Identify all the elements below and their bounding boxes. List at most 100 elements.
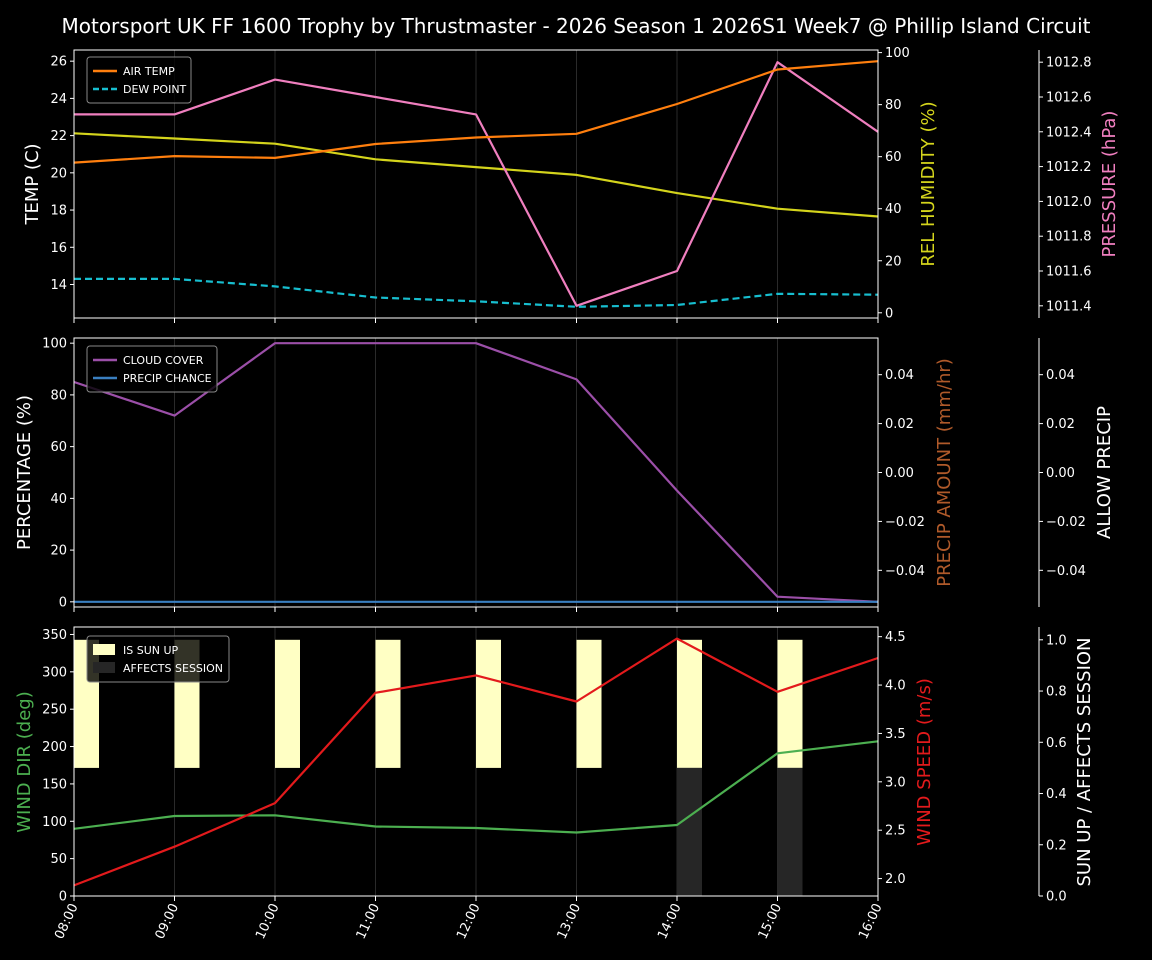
sun-up-bar [275, 639, 300, 768]
temp-legend-box [86, 56, 192, 104]
wind-dir-axis-tick-label: 350 [42, 628, 67, 643]
sun-legend-label: AFFECTS SESSION [123, 662, 223, 675]
cloud-legend-label: CLOUD COVER [123, 354, 204, 367]
pressure-line [74, 61, 879, 307]
humidity-axis-tick-label: 20 [885, 254, 902, 269]
sun-axis-tick-label: 0.4 [1046, 787, 1067, 802]
wind-speed-axis-tick-label: 2.0 [885, 872, 906, 887]
temp-axis-tick-label: 16 [50, 241, 67, 256]
sun-up-bar [576, 639, 602, 768]
cloud-legend-label: PRECIP CHANCE [123, 372, 212, 385]
percentage-axis-label: PERCENTAGE (%) [14, 395, 35, 550]
percentage-axis-tick-label: 60 [50, 440, 67, 455]
precip-amount-axis-tick-label: −0.04 [885, 564, 925, 579]
wind-speed-axis-tick-label: 3.5 [885, 727, 906, 742]
pressure-axis-label: PRESSURE (hPa) [1099, 111, 1120, 258]
rel-humidity-line [73, 132, 879, 218]
sun-legend-label: IS SUN UP [123, 644, 179, 657]
sun-up-bar [476, 639, 501, 768]
wind-dir-axis-tick-label: 50 [50, 852, 67, 867]
precip-amount-axis-tick-label: 0.00 [885, 466, 914, 481]
precip-amount-axis-label: PRECIP AMOUNT (mm/hr) [934, 358, 955, 587]
temp-axis-tick-label: 26 [50, 55, 67, 70]
pressure-axis-tick-label: 1011.6 [1046, 265, 1092, 280]
temp-legend-label: AIR TEMP [123, 65, 175, 78]
dew-point-line [74, 277, 879, 308]
wind-speed-axis-tick-label: 4.0 [885, 679, 906, 694]
wind-dir-axis-label: WIND DIR (deg) [14, 691, 35, 833]
sun-axis-tick-label: 0.2 [1046, 838, 1067, 853]
pressure-axis-tick-label: 1011.4 [1046, 299, 1092, 314]
wind-dir-axis-tick-label: 300 [42, 665, 67, 680]
wind-speed-axis-tick-label: 3.0 [885, 775, 906, 790]
pressure-axis-tick-label: 1012.6 [1046, 90, 1092, 105]
allow-precip-axis-tick-label: 0.02 [1046, 417, 1075, 432]
x-tick-label: 12:00 [454, 901, 483, 941]
affects-session-bar [677, 767, 702, 896]
percentage-axis-tick-label: 40 [50, 492, 67, 507]
temp-axis-tick-label: 18 [50, 204, 67, 219]
x-tick-label: 11:00 [354, 901, 383, 941]
panel-wind: 0 50 100 150 200 250 300 350 2.0 2.5 3.0 3.5 4.0 4.5 0… [14, 626, 1095, 942]
sun-axis-tick-label: 0.8 [1046, 685, 1067, 700]
temp-axis-tick-label: 22 [50, 129, 67, 144]
humidity-axis-tick-label: 80 [885, 98, 902, 113]
percentage-axis-tick-label: 100 [42, 337, 67, 352]
wind-dir-axis-tick-label: 200 [42, 740, 67, 755]
wind-dir-line [73, 740, 879, 834]
sun-legend-box [86, 635, 230, 683]
panel-temperature: 14 16 18 20 22 24 26 0 20 40 60 80 100 1011.4 1011.6 10… [22, 46, 1120, 323]
x-tick-label: 10:00 [253, 901, 282, 941]
temp-axis-tick-label: 14 [50, 278, 67, 293]
sun-axis-label: SUN UP / AFFECTS SESSION [1074, 637, 1095, 886]
panel-cloud-precip: 0 20 40 60 80 100 −0.04 −0.02 0.00 0.02 0.04 −0.04 −… [14, 337, 1115, 612]
allow-precip-axis-label: ALLOW PRECIP [1094, 406, 1115, 539]
percentage-axis-tick-label: 0 [59, 595, 67, 610]
pressure-axis-tick-label: 1012.4 [1046, 125, 1092, 140]
cloud-legend-box [86, 345, 218, 393]
allow-precip-axis-tick-label: −0.02 [1046, 515, 1086, 530]
percentage-axis-tick-label: 20 [50, 544, 67, 559]
wind-dir-axis-tick-label: 150 [42, 777, 67, 792]
sun-legend-swatch [93, 644, 115, 655]
allow-precip-axis-tick-label: 0.04 [1046, 368, 1075, 383]
pressure-axis-tick-label: 1012.0 [1046, 195, 1092, 210]
wind-speed-axis-tick-label: 2.5 [885, 824, 906, 839]
sun-up-bar [375, 639, 401, 768]
pressure-axis-tick-label: 1011.8 [1046, 230, 1092, 245]
chart-title: Motorsport UK FF 1600 Trophy by Thrustma… [61, 14, 1091, 38]
x-tick-label: 09:00 [153, 901, 182, 941]
wind-speed-line [73, 637, 879, 887]
wind-speed-axis-tick-label: 4.5 [885, 630, 906, 645]
wind-dir-axis-tick-label: 250 [42, 703, 67, 718]
x-tick-label: 08:00 [52, 901, 81, 941]
sun-axis-tick-label: 1.0 [1046, 633, 1067, 648]
sun-up-bar [677, 639, 702, 768]
humidity-axis-tick-label: 100 [885, 46, 910, 61]
temp-legend-label: DEW POINT [123, 83, 187, 96]
pressure-axis-tick-label: 1012.8 [1046, 56, 1092, 71]
temp-axis-tick-label: 24 [50, 92, 67, 107]
sun-up-bar [777, 639, 803, 768]
wind-speed-axis-label: WIND SPEED (m/s) [914, 678, 935, 846]
humidity-axis-tick-label: 60 [885, 150, 902, 165]
pressure-axis-tick-label: 1012.2 [1046, 160, 1092, 175]
allow-precip-axis-tick-label: 0.00 [1046, 466, 1075, 481]
affects-session-bar [777, 767, 803, 896]
sun-axis-tick-label: 0.0 [1046, 890, 1067, 905]
x-tick-label: 16:00 [856, 901, 885, 941]
precip-amount-axis-tick-label: 0.02 [885, 417, 914, 432]
air-temp-line [73, 60, 879, 164]
humidity-axis-label: REL HUMIDITY (%) [918, 101, 939, 266]
x-tick-label: 13:00 [555, 901, 584, 941]
humidity-axis-tick-label: 40 [885, 202, 902, 217]
sun-legend-swatch [93, 662, 115, 673]
precip-amount-axis-tick-label: −0.02 [885, 515, 925, 530]
precip-amount-axis-tick-label: 0.04 [885, 368, 914, 383]
temp-axis-label: TEMP (C) [22, 143, 43, 225]
percentage-axis-tick-label: 80 [50, 388, 67, 403]
temp-axis-tick-label: 20 [50, 166, 67, 181]
wind-dir-axis-tick-label: 0 [59, 890, 67, 905]
x-tick-label: 15:00 [756, 901, 785, 941]
